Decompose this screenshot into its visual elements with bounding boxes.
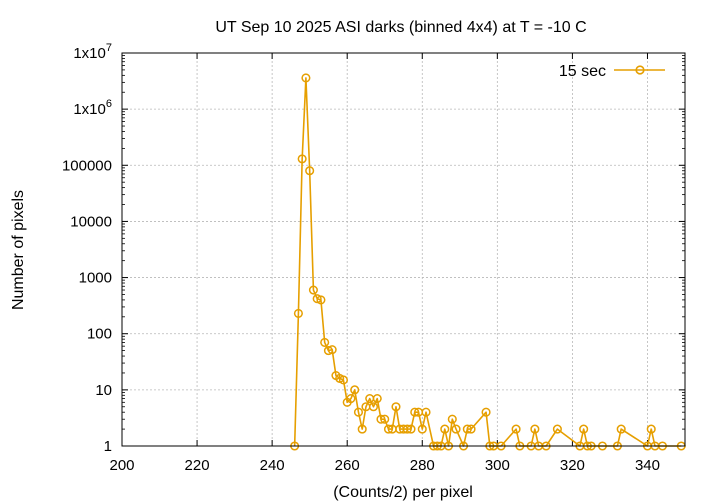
- y-tick-label: 1000: [79, 270, 112, 287]
- x-tick-label: 340: [635, 457, 660, 474]
- data-point: [406, 424, 416, 434]
- y-axis-title: Number of pixels: [10, 190, 27, 310]
- chart-title: UT Sep 10 2025 ASI darks (binned 4x4) at…: [215, 19, 586, 36]
- y-tick-label-base: 1x10: [73, 101, 106, 118]
- y-tick-label: 10: [95, 382, 112, 399]
- data-point: [297, 154, 307, 164]
- y-tick-label: 10000: [70, 213, 112, 230]
- x-tick-label: 260: [335, 457, 360, 474]
- data-point: [646, 424, 656, 434]
- x-tick-label: 240: [260, 457, 285, 474]
- data-point: [305, 166, 315, 176]
- x-tick-label: 280: [410, 457, 435, 474]
- series-layer: [290, 73, 686, 451]
- data-point: [410, 407, 420, 417]
- data-point: [353, 407, 364, 417]
- legend: 15 sec: [559, 63, 665, 80]
- data-point: [552, 424, 562, 434]
- data-point: [402, 424, 412, 434]
- grid: [122, 53, 685, 446]
- data-point: [579, 424, 589, 434]
- data-point: [308, 285, 318, 295]
- data-point: [616, 424, 626, 434]
- data-point: [440, 424, 450, 434]
- legend-marker: [635, 65, 645, 75]
- x-axis-title: (Counts/2) per pixel: [333, 484, 473, 501]
- y-tick-label-base: 10: [95, 382, 112, 399]
- axis-ticks: [121, 52, 685, 447]
- x-tick-label: 300: [485, 457, 510, 474]
- data-point: [312, 294, 322, 304]
- data-point: [320, 337, 330, 347]
- data-point: [451, 424, 461, 434]
- data-point: [372, 394, 382, 404]
- data-point: [350, 385, 360, 395]
- y-tick-label-base: 10000: [70, 213, 112, 230]
- y-tick-label-base: 100: [87, 326, 112, 343]
- data-point: [383, 424, 394, 434]
- plot-frame: [121, 52, 686, 447]
- x-tick-labels: 200 220 240 260 280 300 320 340: [109, 457, 659, 474]
- data-point: [447, 414, 457, 424]
- data-point: [327, 345, 337, 355]
- legend-label: 15 sec: [559, 63, 606, 80]
- y-tick-label-base: 1x10: [73, 45, 106, 62]
- data-point: [462, 424, 472, 434]
- data-point: [338, 375, 349, 385]
- data-point: [511, 424, 521, 434]
- y-tick-label: 1x106: [73, 98, 112, 118]
- data-point: [530, 424, 540, 434]
- x-tick-label: 320: [560, 457, 585, 474]
- x-tick-label: 200: [109, 457, 134, 474]
- series-line: [293, 77, 682, 447]
- y-tick-label-exponent: 7: [106, 42, 112, 54]
- data-point: [316, 295, 326, 305]
- data-point: [421, 407, 431, 417]
- data-point: [323, 346, 333, 356]
- data-point: [368, 402, 379, 412]
- y-tick-label-base: 100000: [62, 157, 112, 174]
- y-tick-label: 100000: [62, 157, 112, 174]
- y-tick-label-exponent: 6: [106, 98, 112, 110]
- data-point: [380, 414, 390, 424]
- data-point: [481, 407, 491, 417]
- y-tick-label: 1: [104, 438, 112, 455]
- x-tick-label: 220: [185, 457, 210, 474]
- y-tick-label: 1x107: [73, 42, 112, 62]
- y-tick-label-base: 1: [104, 438, 112, 455]
- y-tick-label-base: 1000: [79, 270, 112, 287]
- y-tick-label: 100: [87, 326, 112, 343]
- data-point: [376, 414, 386, 424]
- data-point: [357, 424, 367, 434]
- data-point: [417, 424, 427, 434]
- data-point: [301, 73, 311, 83]
- data-point: [391, 402, 401, 412]
- data-point: [346, 394, 356, 404]
- data-point: [293, 308, 303, 318]
- data-point: [466, 424, 476, 434]
